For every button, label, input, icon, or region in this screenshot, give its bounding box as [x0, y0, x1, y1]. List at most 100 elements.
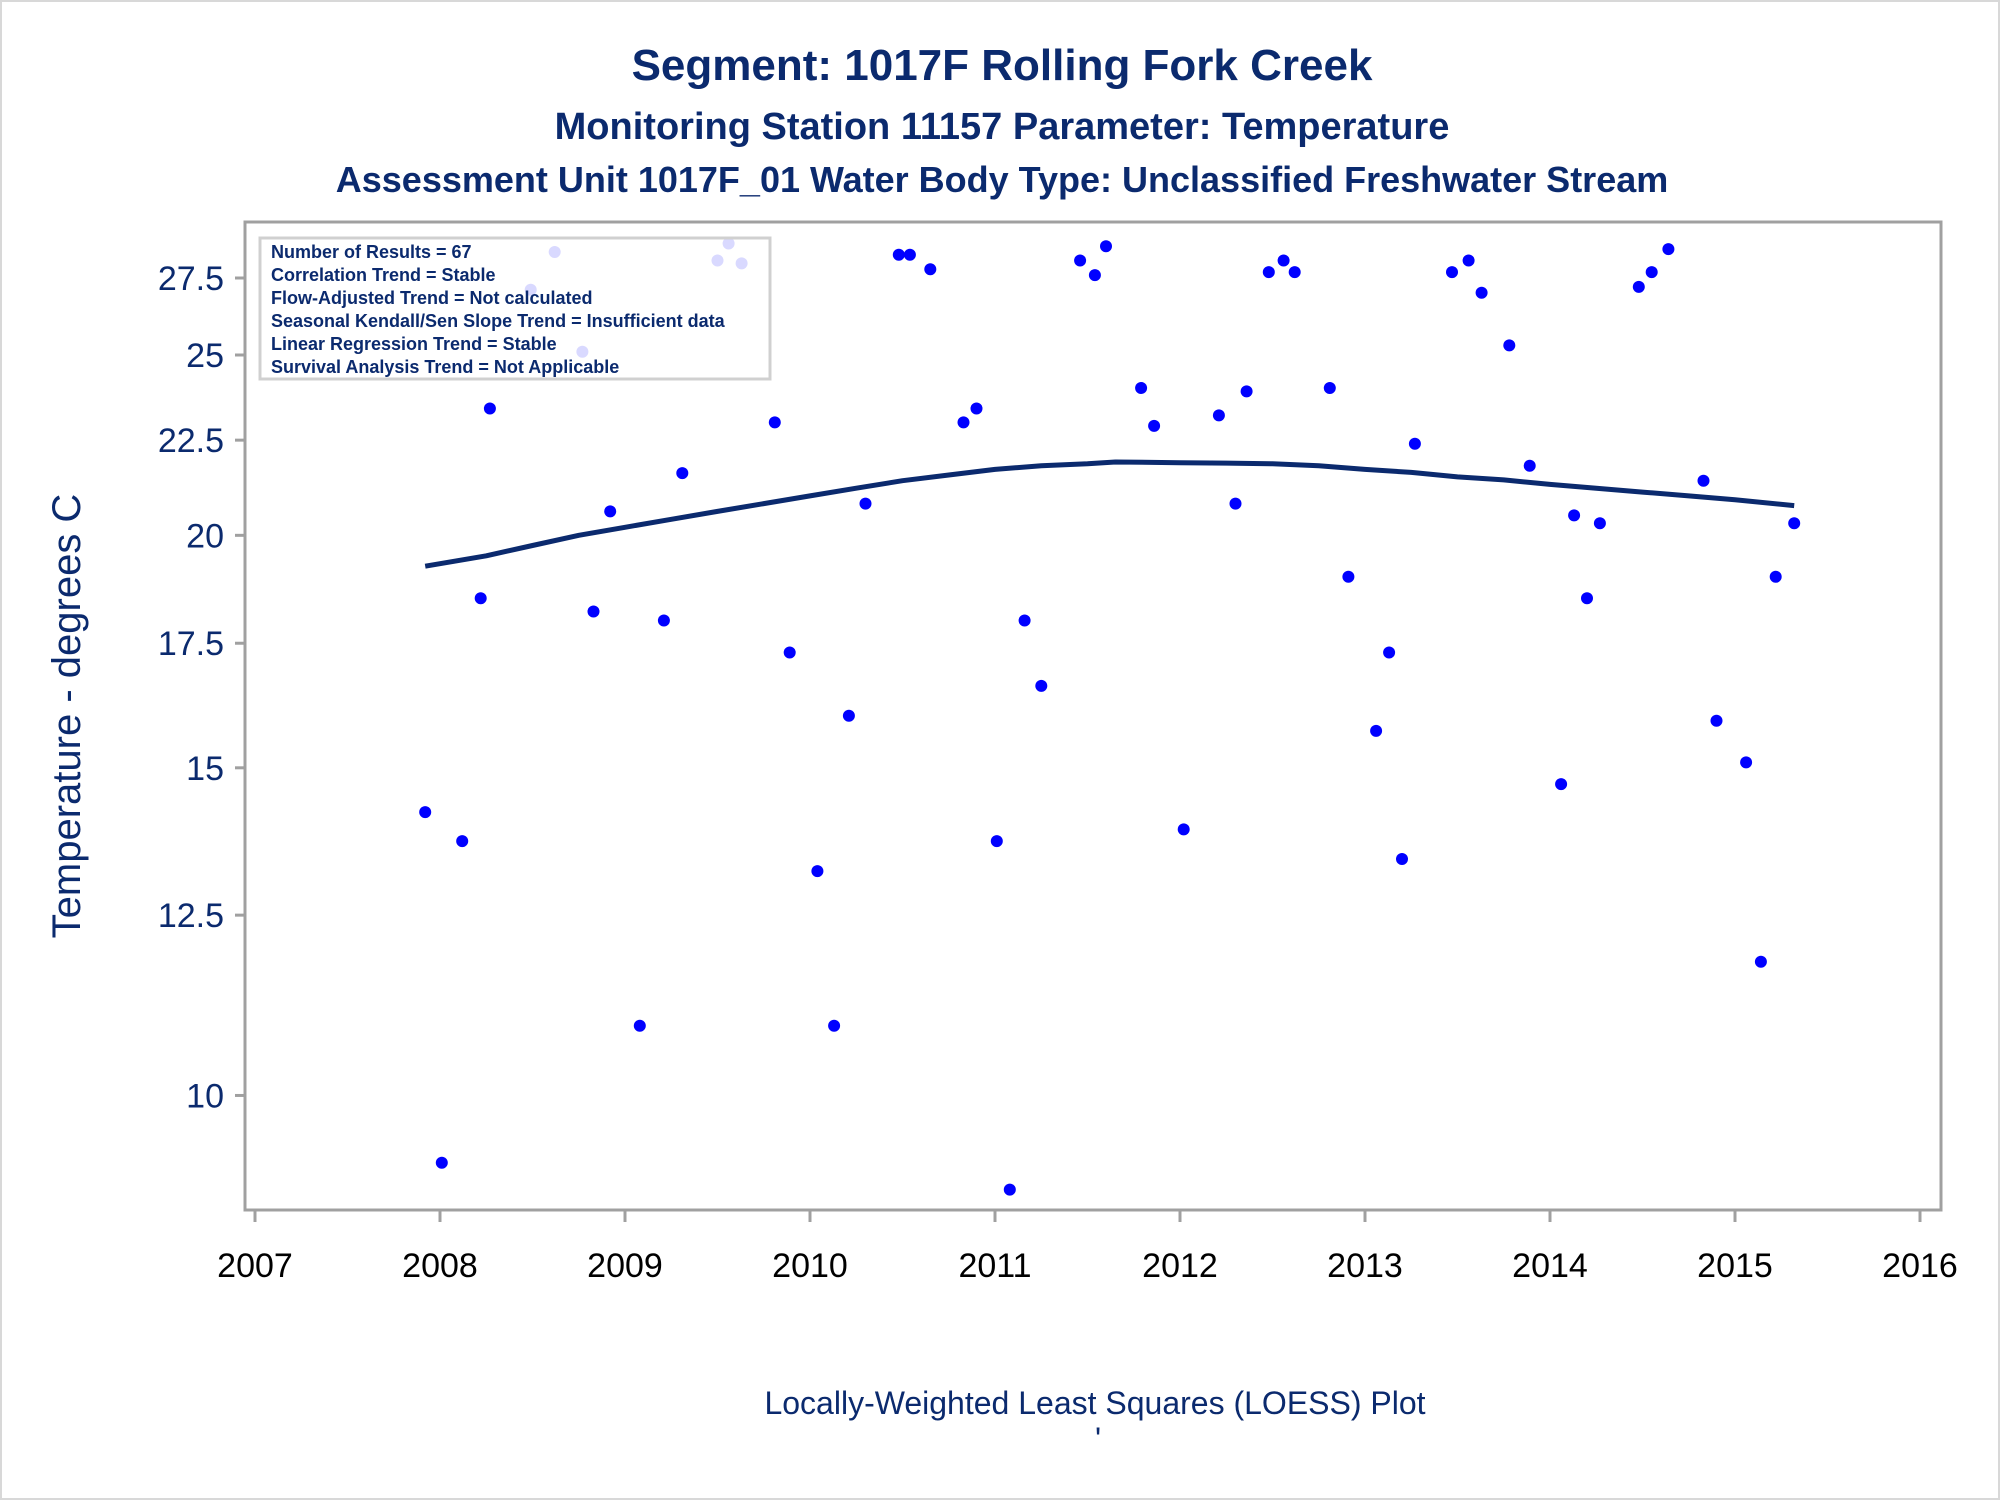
- stats-line: Seasonal Kendall/Sen Slope Trend = Insuf…: [271, 311, 726, 331]
- x-tick-label: 2013: [1327, 1247, 1403, 1285]
- x-tick-label: 2010: [772, 1247, 848, 1285]
- y-tick-label: 15: [186, 750, 224, 788]
- data-point: [435, 1156, 448, 1169]
- data-point: [828, 1019, 841, 1032]
- data-point: [1581, 592, 1593, 605]
- data-point: [970, 402, 983, 415]
- data-point: [1632, 280, 1645, 293]
- data-point: [419, 806, 432, 819]
- data-point: [1003, 1183, 1016, 1196]
- x-tick-label: 2011: [958, 1247, 1031, 1285]
- data-point: [1446, 266, 1458, 279]
- data-point: [1088, 269, 1101, 282]
- data-point: [474, 592, 487, 605]
- stats-line: Correlation Trend = Stable: [271, 265, 496, 285]
- y-tick-label: 22.5: [158, 422, 224, 460]
- x-tick-label: 2007: [217, 1247, 293, 1285]
- data-point: [990, 835, 1003, 848]
- y-axis: 10 12.5 15 17.5 20 22.5 25 27.5: [158, 260, 245, 1115]
- data-points: [419, 237, 1801, 1196]
- stats-box-frame: [258, 236, 772, 381]
- data-point: [1135, 382, 1148, 394]
- chart-footnote: Locally-Weighted Least Squares (LOESS) P…: [764, 1385, 1425, 1421]
- data-point: [1262, 266, 1275, 279]
- data-point: [1503, 339, 1516, 352]
- data-point: [587, 605, 600, 618]
- data-point: [1475, 286, 1488, 299]
- data-point: [1593, 517, 1606, 530]
- x-tick-label: 2014: [1512, 1247, 1588, 1285]
- data-point: [676, 467, 689, 480]
- x-tick-label: 2015: [1697, 1247, 1773, 1285]
- data-point: [1240, 385, 1253, 398]
- data-point: [811, 865, 824, 878]
- data-point: [859, 497, 872, 510]
- data-point: [892, 248, 905, 261]
- data-point: [1383, 646, 1396, 659]
- x-axis: 2007 2008 2009 2010 2011 2012 2013 2014 2015 2016: [217, 1210, 1958, 1285]
- x-tick-label: 2008: [402, 1247, 478, 1285]
- y-tick-label: 10: [186, 1077, 224, 1115]
- data-point: [1035, 679, 1048, 692]
- chart-title: Segment: 1017F Rolling Fork Creek: [632, 41, 1373, 90]
- data-point: [1212, 409, 1225, 422]
- data-point: [1100, 240, 1112, 253]
- data-point: [1074, 254, 1087, 267]
- x-tick-label: 2016: [1882, 1247, 1958, 1285]
- plot-area: [243, 220, 1943, 1212]
- data-point: [1018, 614, 1031, 627]
- data-point: [604, 505, 617, 518]
- chart-subtitle-2: Assessment Unit 1017F_01 Water Body Type…: [336, 159, 1669, 200]
- y-axis-label: Temperature - degrees C: [45, 494, 89, 939]
- y-tick-label: 20: [186, 517, 224, 555]
- y-tick-label: 12.5: [158, 897, 224, 935]
- data-point: [1342, 570, 1355, 583]
- loess-curve: [424, 459, 1795, 569]
- data-point: [1523, 459, 1536, 472]
- data-point: [903, 248, 916, 261]
- data-point: [1697, 474, 1710, 487]
- data-point: [1396, 853, 1408, 865]
- data-point: [633, 1019, 646, 1032]
- x-tick-label: 2009: [587, 1247, 663, 1285]
- data-point: [1555, 778, 1568, 791]
- data-point: [1788, 517, 1801, 530]
- data-point: [842, 709, 855, 722]
- x-tick-label: 2012: [1142, 1247, 1218, 1285]
- data-point: [768, 416, 781, 429]
- data-point: [1408, 437, 1421, 450]
- y-tick-label: 27.5: [158, 260, 224, 298]
- data-point: [1662, 243, 1675, 256]
- data-point: [1229, 497, 1242, 510]
- y-tick-label: 25: [186, 337, 224, 375]
- data-point: [1177, 823, 1190, 836]
- data-point: [1148, 419, 1161, 432]
- data-point: [957, 416, 970, 429]
- data-point: [1462, 254, 1475, 267]
- stats-line: Number of Results = 67: [271, 242, 472, 262]
- data-point: [1323, 382, 1336, 394]
- stats-line: Linear Regression Trend = Stable: [271, 334, 557, 354]
- data-point: [783, 646, 796, 659]
- data-point: [1370, 724, 1383, 737]
- data-point: [1740, 756, 1753, 769]
- data-point: [1277, 254, 1290, 267]
- footnote-mark: ': [1095, 1421, 1101, 1457]
- data-point: [1754, 955, 1767, 968]
- data-point: [1710, 714, 1723, 727]
- data-point: [1645, 266, 1658, 279]
- y-tick-label: 17.5: [158, 625, 224, 663]
- stats-line: Flow-Adjusted Trend = Not calculated: [271, 288, 593, 308]
- data-point: [657, 614, 670, 627]
- data-point: [1568, 509, 1581, 522]
- data-point: [1769, 570, 1782, 583]
- data-point: [483, 402, 496, 415]
- data-point: [456, 835, 469, 848]
- stats-box: Number of Results = 67 Correlation Trend…: [258, 236, 772, 381]
- data-point: [924, 263, 937, 276]
- chart-subtitle: Monitoring Station 11157 Parameter: Temp…: [555, 106, 1450, 148]
- data-point: [1288, 266, 1301, 279]
- stats-line: Survival Analysis Trend = Not Applicable: [271, 357, 619, 377]
